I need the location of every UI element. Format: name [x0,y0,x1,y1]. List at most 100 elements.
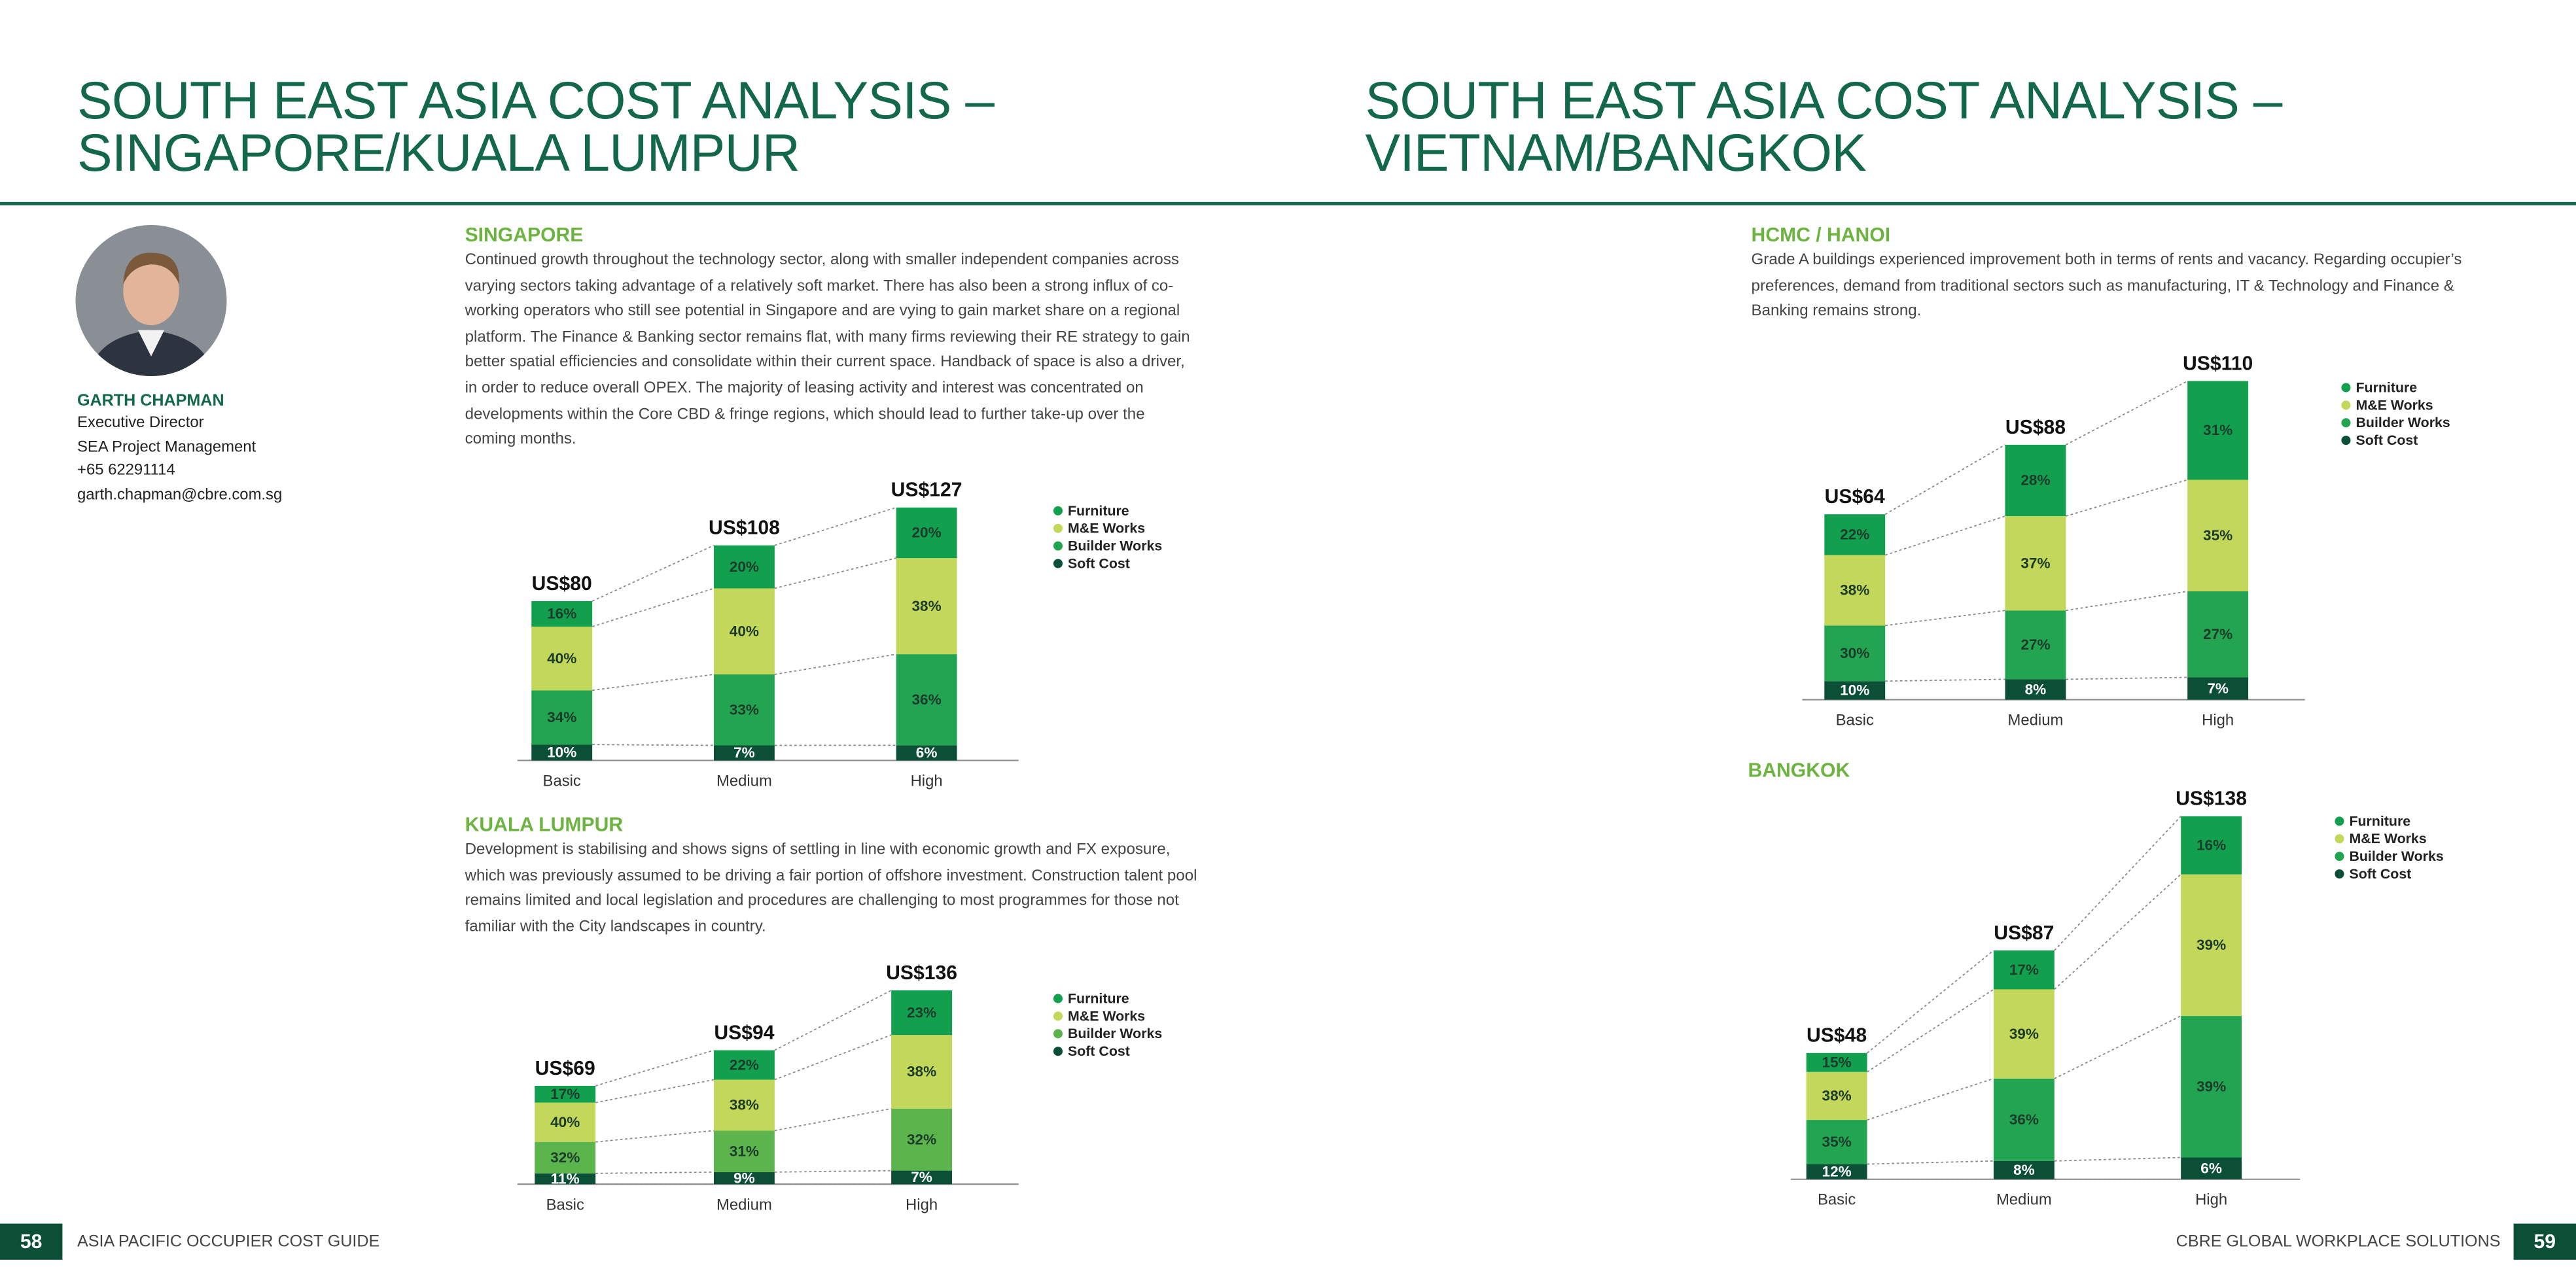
segment-label: 39% [2197,937,2226,953]
segment-label: 32% [550,1149,580,1166]
segment-label: 34% [547,709,576,725]
x-tick-label: Medium [716,772,772,790]
segment-label: 16% [547,606,576,622]
legend-label: Furniture [2350,813,2411,829]
segment-label: 7% [2207,680,2229,697]
connector [774,507,896,546]
bar-segment [713,1079,775,1131]
total-label: US$69 [535,1058,595,1079]
bar-segment [1993,989,2055,1079]
bar-segment [2005,610,2066,680]
bar-segment [531,690,593,745]
segment-label: 28% [2020,472,2050,489]
bar-segment [1806,1053,1867,1072]
total-label: US$94 [714,1022,774,1043]
footer-text: ASIA PACIFIC OCCUPIER COST GUIDE [77,1233,380,1252]
segment-label: 38% [730,1097,759,1113]
legend-label: M&E Works [2356,397,2433,413]
connector [1885,678,2005,682]
bar-segment [535,1102,596,1142]
legend-label: M&E Works [1068,521,1145,536]
bar-segment [1824,514,1886,555]
segment-label: 33% [730,701,759,718]
bar-segment [2181,1016,2242,1158]
connector [595,1172,714,1174]
segment-label: 23% [907,1004,936,1020]
connector [1867,1078,1994,1121]
title-line: SOUTH EAST ASIA COST ANALYSIS – [77,70,995,130]
legend-swatch [2341,383,2351,392]
bar-segment [891,1108,953,1171]
bar-segment [896,745,957,761]
connector [1884,515,2005,556]
connector [2054,1157,2181,1162]
x-tick-label: High [906,1196,938,1213]
segment-label: 10% [1840,682,1869,699]
segment-label: 15% [1822,1054,1852,1070]
connector [595,1130,715,1143]
total-label: US$108 [709,517,780,539]
connector [2066,676,2188,680]
segment-label: 35% [1822,1134,1852,1150]
connector [1867,988,1994,1073]
right-title: SOUTH EAST ASIA COST ANALYSIS – VIETNAM/… [1366,74,2283,179]
bar-segment [2187,381,2249,480]
segment-label: 40% [730,623,759,639]
x-tick-label: Basic [1836,712,1874,729]
segment-label: 32% [907,1131,936,1147]
bar-segment [1993,1160,2055,1179]
segment-label: 39% [2009,1026,2039,1042]
total-label: US$88 [2005,417,2066,438]
section-text: Development is stabilising and shows sig… [465,841,1197,936]
connector [774,1107,892,1132]
bar-segment [2005,516,2066,611]
segment-label: 12% [1822,1163,1852,1179]
x-tick-label: High [2202,712,2234,729]
contact: GARTH CHAPMAN Executive Director SEA Pro… [77,392,282,508]
bar-segment [1806,1164,1867,1179]
legend-swatch [2335,834,2344,844]
footer-text: CBRE GLOBAL WORKPLACE SOLUTIONS [2176,1233,2501,1252]
connector [774,557,896,589]
bar-segment [713,588,775,674]
segment-label: 31% [2203,422,2232,438]
segment-label: 9% [733,1170,755,1186]
connector [591,587,715,627]
bar-segment [896,558,957,655]
bar-segment [1993,1078,2055,1161]
segment-label: 30% [1840,645,1869,661]
legend-swatch [2341,436,2351,445]
contact-email[interactable]: garth.chapman@cbre.com.sg [77,485,283,504]
connector [595,1079,715,1104]
segment-label: 16% [2197,837,2226,854]
segment-label: 8% [2013,1162,2035,1178]
segment-label: 8% [2025,681,2047,697]
section-heading: HCMC / HANOI [1751,223,1891,247]
bar-segment [713,1172,775,1185]
segment-label: 38% [1840,582,1869,599]
total-label: US$136 [886,962,957,984]
segment-label: 36% [2009,1111,2039,1128]
segment-label: 37% [2020,555,2050,571]
bar-segment [1806,1120,1867,1164]
total-label: US$138 [2176,788,2247,810]
segment-label: 7% [911,1169,932,1185]
legend-label: Soft Cost [1068,1043,1130,1059]
bar-segment [1993,950,2055,990]
portrait [75,224,227,376]
connector [774,653,896,675]
legend-swatch [2335,852,2344,862]
bar-segment [713,1050,775,1080]
segment-label: 20% [912,525,942,541]
x-tick-label: Medium [716,1196,772,1213]
bar-segment [531,744,593,761]
page-number: 59 [2513,1223,2576,1260]
legend-label: Furniture [1068,503,1129,519]
legend-label: Soft Cost [1068,555,1130,571]
bar-segment [2187,591,2249,678]
connector [1885,610,2005,627]
x-tick-label: Basic [543,772,581,790]
segment-label: 22% [1840,527,1869,543]
